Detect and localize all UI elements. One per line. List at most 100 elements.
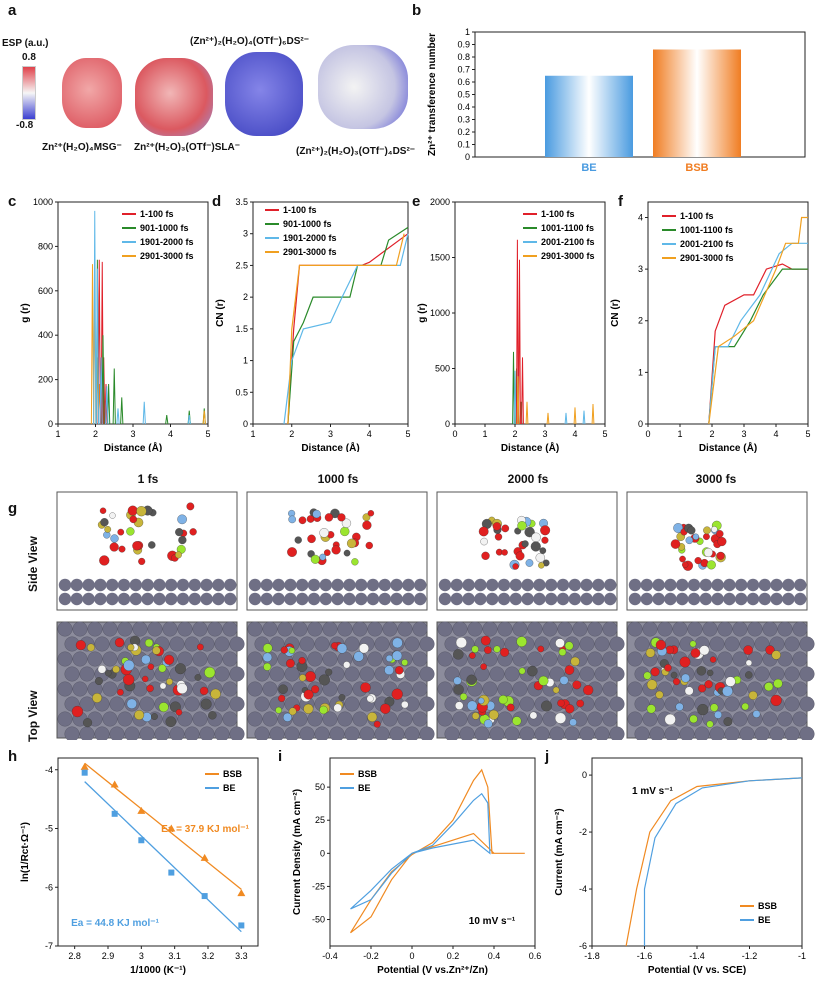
zinc-atom xyxy=(402,578,415,592)
adsorbate-atom xyxy=(385,654,393,662)
adsorbate-atom xyxy=(655,690,664,699)
zinc-atom xyxy=(699,578,712,592)
adsorbate-atom xyxy=(453,684,464,695)
zinc-atom xyxy=(129,578,142,592)
zinc-atom xyxy=(367,621,383,637)
adsorbate-atom xyxy=(127,643,135,651)
zinc-atom xyxy=(489,726,505,740)
adsorbate-atom xyxy=(685,536,694,545)
y-tick-label: 1 xyxy=(638,367,643,377)
x-axis-label: Distance (Å) xyxy=(104,441,162,452)
zinc-atom xyxy=(486,578,499,592)
zinc-atom xyxy=(672,621,688,637)
data-point xyxy=(111,810,118,817)
adsorbate-atom xyxy=(105,669,112,677)
adsorbate-atom xyxy=(367,510,375,517)
y-tick-label: -2 xyxy=(579,827,587,837)
zinc-atom xyxy=(664,578,677,592)
zinc-atom xyxy=(512,621,528,637)
zinc-atom xyxy=(247,621,263,637)
adsorbate-atom xyxy=(104,526,112,533)
adsorbate-atom xyxy=(360,682,371,693)
adsorbate-atom xyxy=(166,678,173,686)
zinc-atom xyxy=(57,621,73,637)
zinc-atom xyxy=(784,696,800,712)
adsorbate-atom xyxy=(303,689,314,700)
zinc-atom xyxy=(564,726,580,740)
zinc-atom xyxy=(474,592,487,606)
adsorbate-atom xyxy=(362,520,372,530)
zinc-atom xyxy=(628,578,642,592)
adsorbate-atom xyxy=(723,717,733,726)
zinc-atom xyxy=(82,592,95,606)
zinc-atom xyxy=(132,621,148,637)
y-tick-label: 0.5 xyxy=(235,387,248,397)
zinc-atom xyxy=(604,592,617,606)
y-tick-label: -5 xyxy=(45,824,53,834)
rdf-spike xyxy=(93,210,97,425)
x-tick-label: 3 xyxy=(328,429,333,439)
y-tick-label: 1 xyxy=(465,27,470,37)
zinc-atom xyxy=(732,621,748,637)
adsorbate-atom xyxy=(576,699,585,708)
adsorbate-atom xyxy=(564,665,575,675)
zinc-atom xyxy=(687,621,703,637)
zinc-atom xyxy=(509,592,522,606)
adsorbate-atom xyxy=(71,705,84,718)
x-tick-label: 4 xyxy=(773,429,778,439)
zinc-atom xyxy=(94,578,107,592)
legend-label: 1-100 fs xyxy=(680,211,714,221)
chart-j: -1.8 -1.6 -1.4 -1.2 -1 -6 -4 -2 0 Potential (V vs… xyxy=(554,757,806,976)
zinc-atom xyxy=(277,621,293,637)
x-tick-label: 2 xyxy=(512,429,517,439)
zinc-atom xyxy=(247,681,263,697)
panel-label-a: a xyxy=(8,2,17,19)
zinc-atom xyxy=(694,726,710,740)
legend-label: 901-1000 fs xyxy=(283,219,332,229)
zinc-atom xyxy=(527,651,543,667)
adsorbate-atom xyxy=(710,703,719,712)
zinc-atom xyxy=(627,681,643,697)
adsorbate-atom xyxy=(99,507,107,514)
y-tick-label: 0.7 xyxy=(457,65,470,75)
adsorbate-atom xyxy=(493,645,501,653)
time-label-4: 3000 fs xyxy=(695,472,737,486)
y-axis-label: Current (mA cm⁻²) xyxy=(554,808,565,895)
zinc-atom xyxy=(404,666,420,682)
zinc-atom xyxy=(169,636,185,652)
annotation-ea-be: Ea = 44.8 KJ mol⁻¹ xyxy=(71,918,159,929)
zinc-atom xyxy=(642,711,658,727)
adsorbate-atom xyxy=(517,521,527,531)
zinc-atom xyxy=(758,592,771,606)
adsorbate-atom xyxy=(481,551,490,560)
y-tick-label: 500 xyxy=(435,364,450,374)
cn-curve-3 xyxy=(283,233,409,425)
zinc-atom xyxy=(679,726,695,740)
adsorbate-atom xyxy=(455,637,467,649)
adsorbate-atom xyxy=(100,518,109,527)
zinc-atom xyxy=(359,726,375,740)
adsorbate-atom xyxy=(367,712,378,722)
adsorbate-atom xyxy=(459,693,468,701)
adsorbate-atom xyxy=(287,547,297,557)
y-tick-label: -6 xyxy=(579,941,587,951)
zinc-atom xyxy=(207,621,223,637)
adsorbate-atom xyxy=(176,683,188,694)
adsorbate-atom xyxy=(186,502,195,511)
adsorbate-atom xyxy=(319,528,329,538)
zinc-atom xyxy=(70,578,83,592)
zinc-atom xyxy=(154,726,170,740)
adsorbate-atom xyxy=(109,512,116,519)
zinc-atom xyxy=(229,636,245,652)
plot-frame xyxy=(329,757,536,947)
zinc-atom xyxy=(627,711,643,727)
plot-frame xyxy=(647,201,809,425)
zinc-atom xyxy=(754,696,770,712)
lsv-curve-bsb xyxy=(625,777,803,947)
panel-label-j: j xyxy=(545,748,550,765)
x-tick-label: 3.2 xyxy=(202,951,215,961)
adsorbate-atom xyxy=(280,646,288,654)
y-tick-label: 2 xyxy=(638,316,643,326)
adsorbate-atom xyxy=(703,533,710,541)
zinc-atom xyxy=(299,726,315,740)
